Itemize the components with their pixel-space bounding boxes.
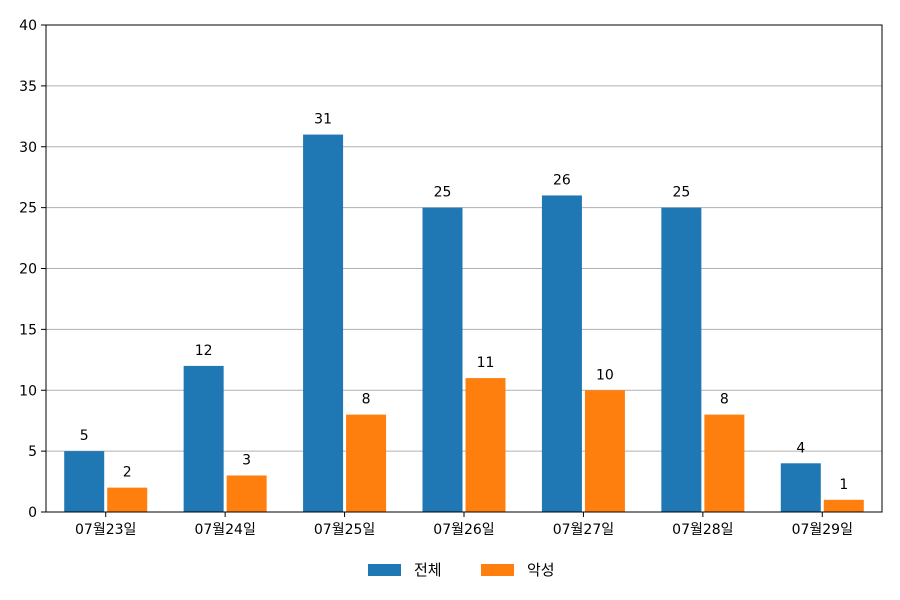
legend-swatch xyxy=(368,564,401,576)
x-tick-label: 07월26일 xyxy=(433,522,494,538)
data-label: 25 xyxy=(434,185,452,201)
y-axis-ticks: 0 5 10 15 20 25 30 35 40 xyxy=(19,18,46,521)
legend-label: 전체 xyxy=(414,561,442,579)
data-label: 26 xyxy=(553,172,571,188)
y-tick-label: 15 xyxy=(19,322,37,338)
data-label: 1 xyxy=(839,477,848,493)
legend: 전체 악성 xyxy=(368,561,555,579)
x-tick-label: 07월24일 xyxy=(194,522,255,538)
y-tick-label: 35 xyxy=(19,79,37,95)
y-tick-label: 5 xyxy=(28,444,37,460)
y-tick-label: 0 xyxy=(28,505,37,521)
y-tick-label: 10 xyxy=(19,383,37,399)
bar-series-2 xyxy=(107,487,148,512)
bar-series-1 xyxy=(780,463,821,512)
data-label: 10 xyxy=(596,367,614,383)
data-labels: 5 2 12 3 31 8 25 11 26 10 25 8 4 1 xyxy=(80,112,848,493)
bar-series-1 xyxy=(422,207,463,512)
x-tick-label: 07월23일 xyxy=(75,522,136,538)
bar-series-2 xyxy=(226,475,267,512)
bar-series-1 xyxy=(541,195,582,512)
y-tick-label: 25 xyxy=(19,201,37,217)
x-tick-label: 07월27일 xyxy=(553,522,614,538)
bars xyxy=(64,134,864,512)
y-tick-label: 40 xyxy=(19,18,37,34)
data-label: 8 xyxy=(720,392,729,408)
bar-series-1 xyxy=(303,134,344,512)
legend-swatch xyxy=(481,564,514,576)
bar-series-2 xyxy=(465,378,506,512)
bar-series-1 xyxy=(64,451,105,512)
data-label: 5 xyxy=(80,428,89,444)
legend-label: 악성 xyxy=(527,561,555,579)
y-tick-label: 30 xyxy=(19,140,37,156)
bar-series-2 xyxy=(584,390,625,512)
y-tick-label: 20 xyxy=(19,262,37,278)
bar-series-2 xyxy=(823,499,864,512)
data-label: 25 xyxy=(672,185,690,201)
data-label: 31 xyxy=(314,112,332,128)
bar-series-1 xyxy=(183,365,224,512)
x-tick-label: 07월29일 xyxy=(792,522,853,538)
grid-lines xyxy=(46,85,882,452)
data-label: 12 xyxy=(195,343,213,359)
x-tick-label: 07월25일 xyxy=(314,522,375,538)
plot-frame xyxy=(45,24,883,513)
data-label: 2 xyxy=(123,465,132,481)
x-axis-ticks: 07월23일 07월24일 07월25일 07월26일 07월27일 07월28일 07월2… xyxy=(75,512,853,538)
data-label: 4 xyxy=(796,440,805,456)
data-label: 11 xyxy=(477,355,495,371)
bar-series-2 xyxy=(704,414,745,512)
x-tick-label: 07월28일 xyxy=(672,522,733,538)
bar-series-2 xyxy=(346,414,387,512)
data-label: 3 xyxy=(242,452,251,468)
bar-series-1 xyxy=(661,207,702,512)
data-label: 8 xyxy=(362,392,371,408)
